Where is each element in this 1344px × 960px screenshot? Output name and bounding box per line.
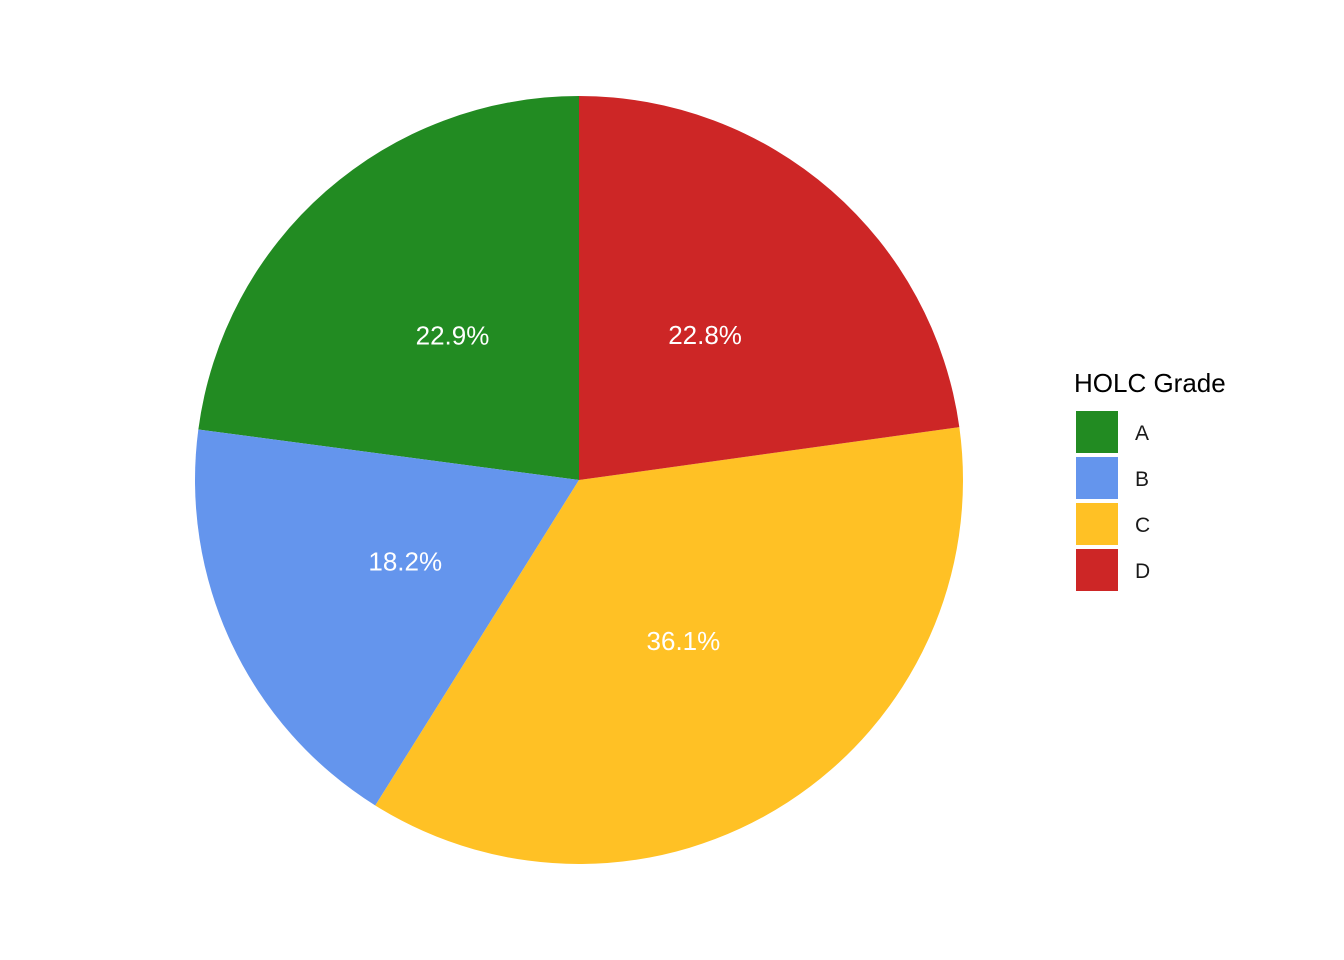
legend-swatch-d [1076,549,1118,591]
legend-label-c: C [1135,514,1150,537]
slice-label-a: 22.9% [416,321,490,351]
pie-slice-labels: 22.9% 18.2% 36.1% 22.8% [368,320,742,656]
legend-swatch-c [1076,503,1118,545]
legend-label-d: D [1135,560,1150,583]
slice-label-d: 22.8% [668,320,742,350]
pie-slice-c [375,427,963,864]
legend-title: HOLC Grade [1074,368,1226,398]
slice-label-b: 18.2% [368,547,442,577]
pie-slice-a [198,96,579,480]
pie-slices [195,96,963,864]
pie-slice-d [579,96,960,480]
legend-swatch-a [1076,411,1118,453]
legend-label-a: A [1135,422,1149,445]
legend-label-b: B [1135,468,1149,491]
slice-label-c: 36.1% [647,626,721,656]
pie-slice-b [195,429,580,806]
legend-swatch-b [1076,457,1118,499]
